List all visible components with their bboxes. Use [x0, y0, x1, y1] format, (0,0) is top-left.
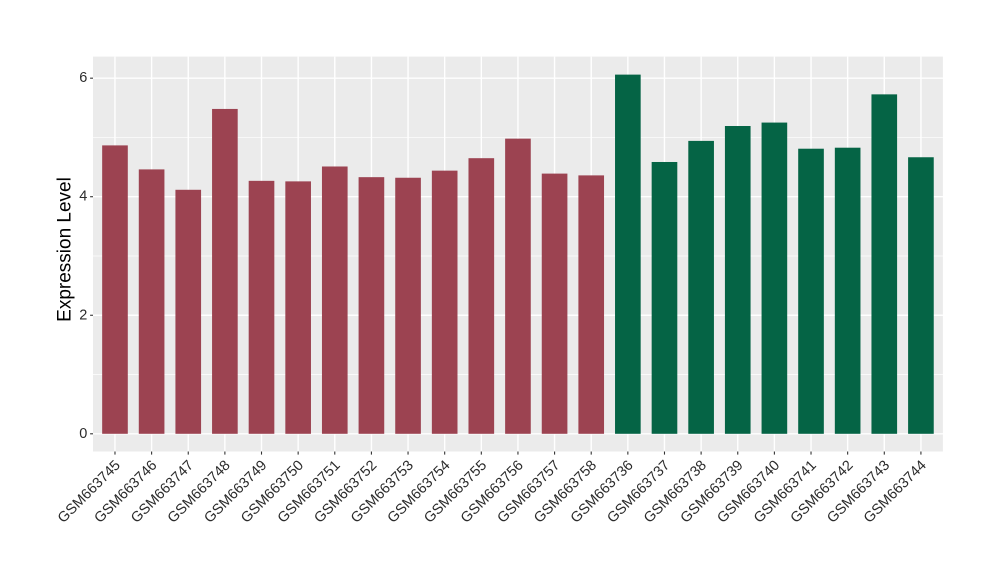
svg-text:2: 2	[79, 307, 87, 323]
svg-text:0: 0	[79, 426, 87, 442]
svg-text:4: 4	[79, 189, 87, 205]
svg-text:Expression Level: Expression Level	[55, 177, 76, 322]
svg-text:6: 6	[79, 70, 87, 86]
